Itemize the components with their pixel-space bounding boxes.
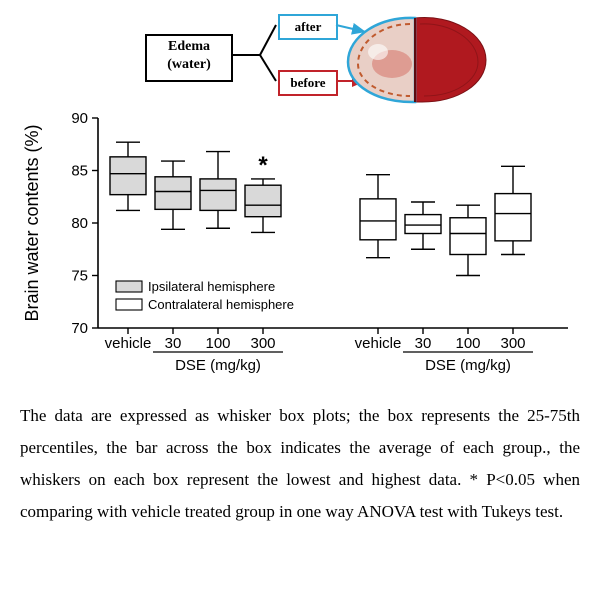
svg-text:30: 30 (415, 335, 432, 352)
boxplot-chart: 70 75 80 85 90 Brain water contents (%) vehicl… (20, 108, 580, 383)
top-diagram: Edema (water) after before (130, 8, 490, 108)
svg-text:90: 90 (71, 110, 88, 127)
svg-text:75: 75 (71, 268, 88, 285)
svg-text:70: 70 (71, 320, 88, 337)
svg-text:100: 100 (455, 335, 480, 352)
svg-text:*: * (258, 152, 268, 179)
svg-text:100: 100 (205, 335, 230, 352)
svg-text:Contralateral hemisphere: Contralateral hemisphere (148, 297, 294, 312)
svg-text:80: 80 (71, 215, 88, 232)
svg-text:85: 85 (71, 163, 88, 180)
svg-text:DSE (mg/kg): DSE (mg/kg) (425, 357, 511, 374)
svg-text:vehicle: vehicle (105, 335, 152, 352)
svg-text:vehicle: vehicle (355, 335, 402, 352)
chart-svg: 70 75 80 85 90 Brain water contents (%) vehicl… (20, 108, 580, 383)
figure-caption: The data are expressed as whisker box pl… (20, 400, 580, 528)
svg-text:DSE (mg/kg): DSE (mg/kg) (175, 357, 261, 374)
svg-text:300: 300 (500, 335, 525, 352)
brain-illustration (340, 12, 490, 104)
svg-text:300: 300 (250, 335, 275, 352)
svg-text:30: 30 (165, 335, 182, 352)
svg-text:Ipsilateral hemisphere: Ipsilateral hemisphere (148, 279, 275, 294)
svg-text:Brain water contents (%): Brain water contents (%) (22, 124, 42, 321)
